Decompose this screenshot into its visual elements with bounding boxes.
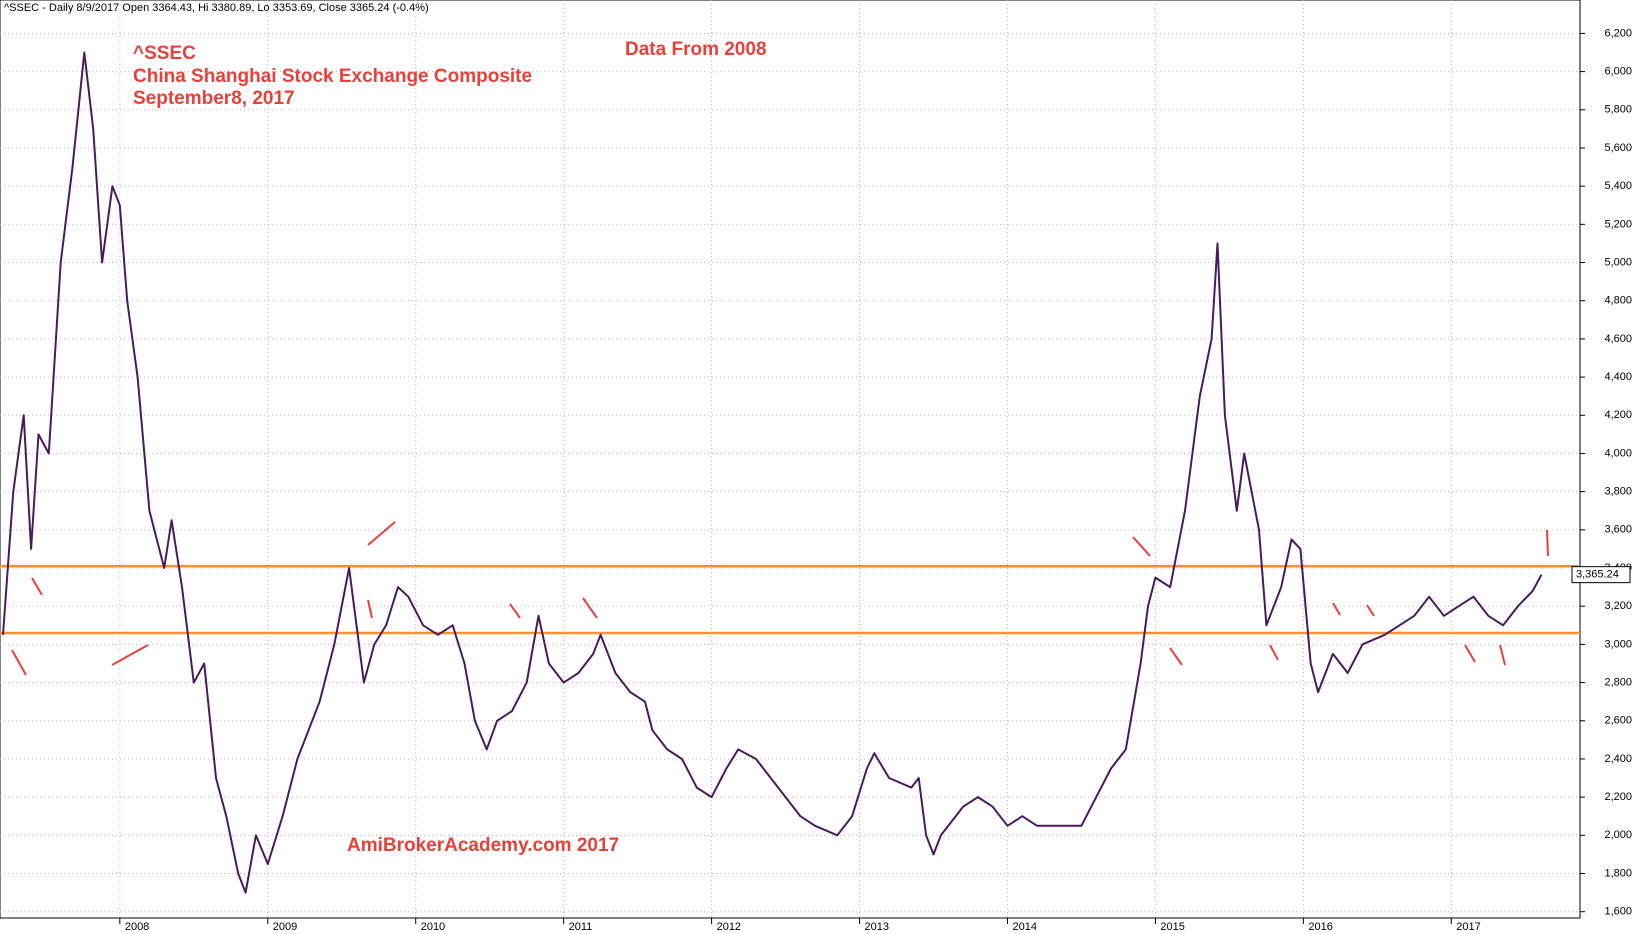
x-tick-label: 2016 <box>1308 921 1332 933</box>
x-tick-label: 2013 <box>865 921 889 933</box>
y-tick-label: 5,800 <box>1604 104 1632 116</box>
arrow <box>31 577 43 596</box>
arrow <box>1546 529 1549 557</box>
y-tick-label: 1,800 <box>1604 867 1632 879</box>
y-tick-label: 5,600 <box>1604 142 1632 154</box>
x-tick-label: 2008 <box>125 921 149 933</box>
y-tick-label: 6,000 <box>1604 66 1632 78</box>
last-price-box <box>1571 566 1631 584</box>
arrow <box>1132 536 1151 557</box>
x-tick-label: 2011 <box>569 921 593 933</box>
y-tick-label: 3,800 <box>1604 486 1632 498</box>
x-tick-label: 2010 <box>421 921 445 933</box>
y-tick-label: 3,200 <box>1604 600 1632 612</box>
y-tick-label: 4,400 <box>1604 371 1632 383</box>
chart-title: September8, 2017 <box>133 88 295 109</box>
price-line <box>2 51 1543 894</box>
y-tick-label: 2,200 <box>1604 791 1632 803</box>
plot-frame <box>0 0 1581 919</box>
arrow <box>509 603 521 619</box>
y-tick-label: 2,600 <box>1604 715 1632 727</box>
y-tick-label: 3,600 <box>1604 524 1632 536</box>
y-tick-label: 2,400 <box>1604 753 1632 765</box>
y-tick-label: 4,000 <box>1604 447 1632 459</box>
x-tick-label: 2009 <box>273 921 297 933</box>
header: ^SSEC - Daily 8/9/2017 Open 3364.43, Hi … <box>4 2 429 14</box>
arrow <box>367 599 373 619</box>
last-price-label: 3,365.24 <box>1576 569 1619 581</box>
y-tick-label: 5,400 <box>1604 180 1632 192</box>
arrow <box>1464 644 1476 663</box>
annotation: AmiBrokerAcademy.com 2017 <box>347 835 619 856</box>
annotation: Data From 2008 <box>625 39 767 60</box>
x-tick-label: 2014 <box>1012 921 1036 933</box>
y-tick-label: 4,600 <box>1604 333 1632 345</box>
y-tick-label: 2,000 <box>1604 829 1632 841</box>
y-tick-label: 1,600 <box>1604 906 1632 918</box>
chart-title: China Shanghai Stock Exchange Composite <box>133 66 532 87</box>
y-tick-label: 5,000 <box>1604 256 1632 268</box>
arrow <box>1269 644 1279 661</box>
x-tick-label: 2012 <box>717 921 741 933</box>
arrow <box>1499 644 1506 666</box>
x-tick-label: 2015 <box>1160 921 1184 933</box>
arrow <box>1169 647 1183 666</box>
y-tick-label: 2,800 <box>1604 676 1632 688</box>
arrow <box>11 649 27 676</box>
arrow <box>367 521 396 546</box>
arrow <box>582 597 598 619</box>
arrows <box>11 521 1549 676</box>
chart-title: ^SSEC <box>133 43 196 64</box>
y-tick-label: 4,200 <box>1604 409 1632 421</box>
y-tick-label: 4,800 <box>1604 295 1632 307</box>
x-tick-label: 2017 <box>1456 921 1480 933</box>
y-tick-label: 3,000 <box>1604 638 1632 650</box>
y-tick-label: 6,200 <box>1604 27 1632 39</box>
arrow <box>1366 604 1375 617</box>
y-tick-label: 5,200 <box>1604 218 1632 230</box>
arrow <box>1332 602 1341 616</box>
arrow <box>111 644 149 666</box>
